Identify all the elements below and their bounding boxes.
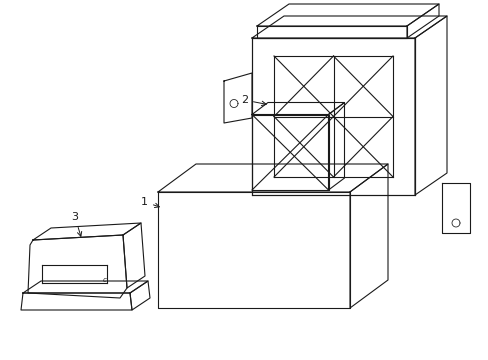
Polygon shape <box>158 192 349 308</box>
Polygon shape <box>33 223 141 240</box>
Polygon shape <box>130 281 150 310</box>
Polygon shape <box>21 293 132 310</box>
Polygon shape <box>158 164 387 192</box>
Text: 3: 3 <box>71 212 81 236</box>
Polygon shape <box>123 223 145 288</box>
Text: 1: 1 <box>141 197 159 208</box>
Text: 2: 2 <box>241 95 265 105</box>
Polygon shape <box>441 183 469 233</box>
Polygon shape <box>251 16 446 38</box>
Polygon shape <box>406 4 438 38</box>
Polygon shape <box>251 38 414 195</box>
Polygon shape <box>251 114 328 190</box>
Text: c: c <box>103 277 107 283</box>
Polygon shape <box>28 235 127 298</box>
Polygon shape <box>257 26 406 38</box>
Polygon shape <box>251 103 344 114</box>
Polygon shape <box>224 73 251 123</box>
Polygon shape <box>257 4 438 26</box>
Polygon shape <box>23 281 148 293</box>
Polygon shape <box>414 16 446 195</box>
Polygon shape <box>349 164 387 308</box>
Polygon shape <box>328 103 344 190</box>
